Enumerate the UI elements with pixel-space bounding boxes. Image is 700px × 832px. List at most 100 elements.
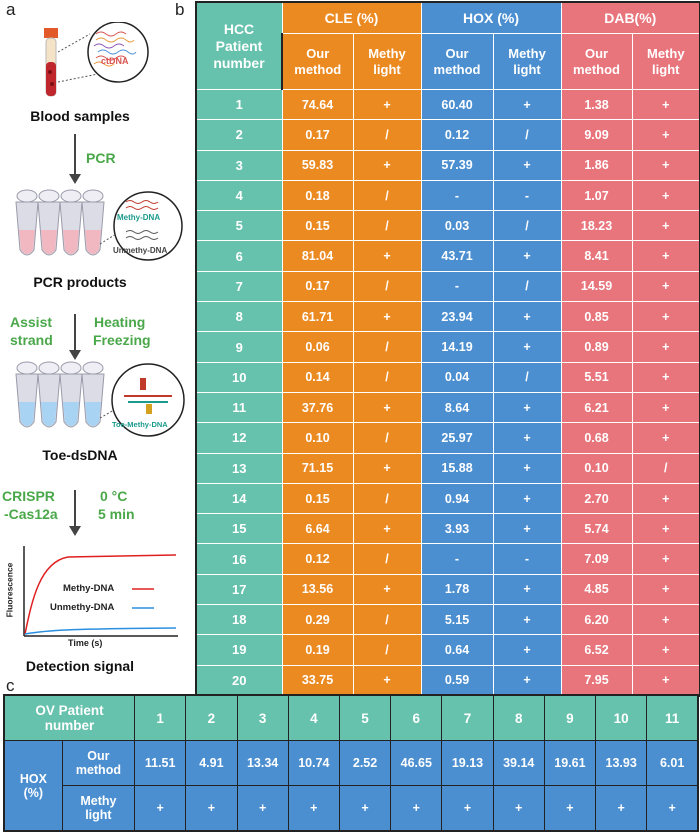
hox-our-method-cell: 60.40	[420, 88, 494, 121]
table-row: 18 0.29/5.15 +6.20 +	[195, 604, 700, 636]
patient-number-cell: 9	[195, 331, 283, 363]
dab-methy-light-cell: +	[631, 270, 700, 303]
patient-number-cell: 6	[195, 240, 283, 272]
pcr-products-label: PCR products	[33, 274, 127, 290]
hox-our-method-cell: -	[420, 179, 494, 212]
hox-methy-light-cell: +	[492, 513, 562, 545]
sub-header-text: Our	[306, 45, 330, 61]
hox-methy-light-cell: +	[492, 88, 562, 121]
dab-methy-light-cell: +	[631, 301, 700, 333]
dab-our-method-cell: 5.74	[560, 513, 633, 545]
ov-our-method-cell: 46.65	[390, 740, 443, 786]
dab-methy-light-cell: +	[631, 543, 700, 575]
hox-methy-light-cell: +	[492, 482, 562, 515]
dab-methy-light-cell: +	[631, 664, 700, 697]
dab-group-header: DAB(%)	[560, 1, 700, 34]
crispr-label-line2: -Cas12a	[4, 506, 58, 522]
dab-our-method-cell: 8.41	[560, 240, 633, 272]
hox-header-line2: (%)	[23, 785, 44, 800]
dab-our-method-cell: 7.95	[560, 664, 633, 697]
patient-number-cell: 5	[195, 210, 283, 242]
table-row: 8 61.71 +23.94 +0.85 +	[195, 301, 700, 333]
table-row: 19 0.19/0.64 +6.52 +	[195, 634, 700, 666]
sub-header-text: method	[433, 61, 481, 77]
hox-methy-light-cell: /	[492, 270, 562, 303]
dab-our-method-cell: 0.68	[560, 422, 633, 454]
ov-patient-number-cell: 6	[390, 694, 443, 741]
hox-our-method-cell: 0.94	[420, 482, 494, 515]
workflow-schematic: ctDNA Blood samples PCR Methy-DNA	[0, 0, 190, 690]
ov-our-method-cell: 11.51	[134, 740, 187, 786]
sub-header-text: Methy	[508, 45, 546, 61]
blood-tube-illustration	[44, 22, 149, 97]
methy-dna-tube-label: Methy-DNA	[117, 213, 161, 222]
cle-our-method-header: Our method	[281, 33, 354, 90]
panel-label-a: a	[6, 0, 16, 19]
cle-methy-light-cell: /	[352, 119, 422, 151]
hox-our-method-cell: 3.93	[420, 513, 494, 545]
dab-our-method-cell: 14.59	[560, 270, 633, 303]
ov-methy-light-cell: +	[134, 785, 187, 832]
ov-patient-number-cell: 3	[236, 694, 289, 741]
cle-methy-light-cell: /	[352, 543, 422, 575]
dab-our-method-cell: 9.09	[560, 119, 633, 151]
sub-header-text: Our	[584, 45, 609, 61]
patient-number-cell: 14	[195, 482, 283, 515]
toe-dsdna-tubes-illustration	[15, 361, 185, 437]
hox-our-method-cell: -	[420, 543, 494, 575]
cle-methy-light-cell: +	[352, 664, 422, 697]
dab-methy-light-cell: +	[631, 513, 700, 545]
dab-our-method-cell: 1.07	[560, 179, 633, 212]
ov-our-method-cell: 10.74	[287, 740, 340, 786]
assist-strand-label-line1: Assist	[10, 314, 53, 330]
hox-methy-light-cell: +	[492, 422, 562, 454]
hox-methy-light-cell: -	[492, 543, 562, 575]
hox-methy-light-cell: /	[492, 361, 562, 393]
dab-methy-light-cell: +	[631, 482, 700, 515]
dab-methy-light-cell: +	[631, 361, 700, 393]
table-row: 14 0.15/0.94 +2.70 +	[195, 482, 700, 515]
cle-our-method-cell: 0.15	[281, 210, 354, 242]
hox-methy-light-cell: +	[492, 604, 562, 636]
ov-patient-number-cell: 2	[185, 694, 238, 741]
cle-our-method-cell: 0.29	[281, 604, 354, 636]
hox-header-line1: HOX	[19, 771, 47, 786]
heating-label-line2: Freezing	[93, 332, 151, 348]
hox-our-method-cell: 8.64	[420, 391, 494, 424]
table-row: 20 33.75 +0.59 +7.95 +	[195, 664, 700, 697]
table-row: 6 81.04 +43.71 +8.41 +	[195, 240, 700, 272]
hox-our-method-cell: 15.88	[420, 452, 494, 484]
ov-patient-number-cell: 11	[646, 694, 699, 741]
hox-methy-light-cell: +	[492, 664, 562, 697]
ov-header-line1: OV Patient	[35, 703, 104, 718]
table-row: 7 0.17/-/14.59 +	[195, 270, 700, 303]
ov-patient-number-cell: 4	[287, 694, 340, 741]
table-row: 11 37.76 +8.64 +6.21 +	[195, 391, 700, 424]
ov-patient-header: OV Patient number	[3, 694, 136, 741]
toe-methy-dna-label: Toe-Methy-DNA	[112, 420, 168, 429]
table-row: 17 13.56 +1.78 +4.85 +	[195, 573, 700, 606]
hox-our-method-cell: 23.94	[420, 301, 494, 333]
sub-header-text: Our	[445, 45, 469, 61]
patient-number-cell: 16	[195, 543, 283, 575]
dab-our-method-cell: 18.23	[560, 210, 633, 242]
patient-number-cell: 17	[195, 573, 283, 606]
cle-methy-light-cell: /	[352, 604, 422, 636]
cle-our-method-cell: 0.17	[281, 270, 354, 303]
dab-our-method-cell: 0.89	[560, 331, 633, 363]
hox-our-method-cell: 0.12	[420, 119, 494, 151]
dab-methy-light-cell: +	[631, 240, 700, 272]
dab-our-method-cell: 1.86	[560, 149, 633, 181]
pcr-tubes-illustration	[15, 189, 183, 261]
cle-methy-light-cell: /	[352, 422, 422, 454]
dab-methy-light-cell: +	[631, 119, 700, 151]
hox-methy-light-cell: +	[492, 452, 562, 484]
hox-methy-light-cell: +	[492, 149, 562, 181]
dab-methy-light-header: Methy light	[631, 33, 700, 90]
cle-methy-light-cell: +	[352, 391, 422, 424]
dab-methy-light-cell: +	[631, 210, 700, 242]
hox-methy-light-cell: +	[492, 240, 562, 272]
ov-methy-light-cell: +	[185, 785, 238, 832]
crispr-label-line1: CRISPR	[2, 488, 55, 504]
cle-methy-light-header: Methy light	[352, 33, 422, 90]
